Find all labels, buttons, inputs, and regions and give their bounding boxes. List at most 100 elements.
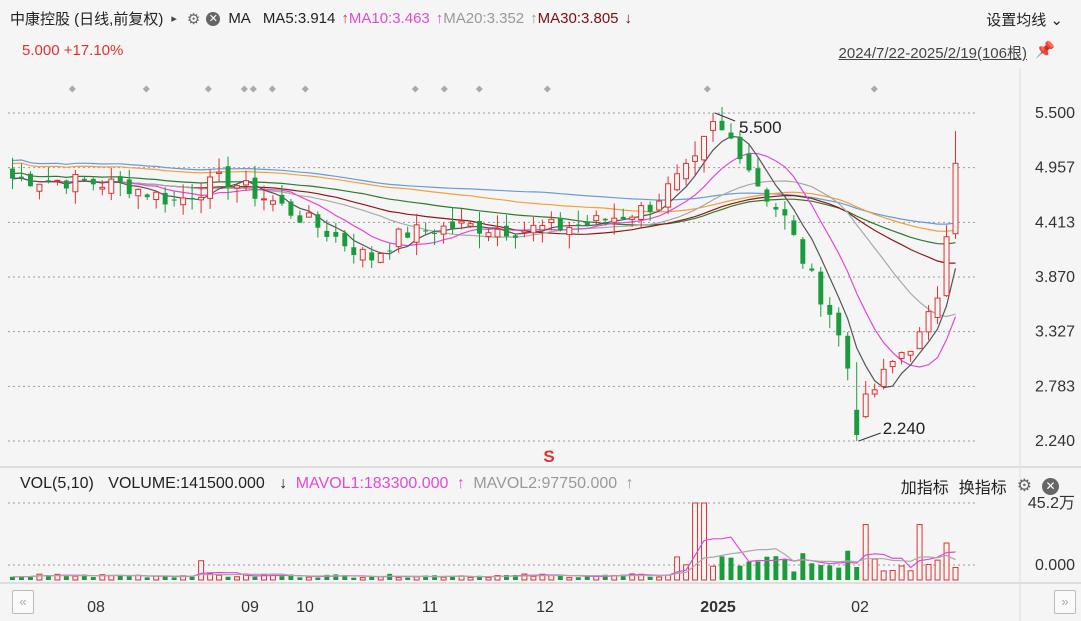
candle-body <box>584 221 590 226</box>
volume-bar <box>10 576 15 580</box>
candle-body <box>45 180 51 182</box>
volume-bar <box>907 570 914 581</box>
ma-settings-button[interactable]: 设置均线 ⌄ <box>986 9 1063 30</box>
candle-body <box>315 214 321 228</box>
candle-body <box>773 207 779 210</box>
event-marker <box>268 85 276 93</box>
candle-body <box>269 200 276 205</box>
volume-bar <box>405 577 411 580</box>
volume-bar <box>809 563 815 580</box>
volume-bar <box>925 564 932 581</box>
gear-icon[interactable]: ⚙ <box>1016 476 1032 495</box>
candle-body <box>81 178 87 181</box>
volume-bar <box>728 557 734 580</box>
candle-body <box>458 220 465 224</box>
date-range[interactable]: 2024/7/22-2025/2/19(106根) <box>838 45 1027 62</box>
volume-bar <box>260 574 267 581</box>
pin-icon[interactable]: 📌 <box>1035 42 1055 59</box>
volume-bar <box>126 576 132 580</box>
scroll-right-button[interactable]: » <box>1054 590 1076 614</box>
volume-bar <box>162 576 168 580</box>
volume-bar <box>279 576 285 580</box>
candle-body <box>710 121 716 131</box>
volume-bar <box>117 575 123 580</box>
volume-bar <box>719 556 725 580</box>
scroll-left-button[interactable]: « <box>12 590 34 614</box>
ma30-arrow: ↓ <box>624 10 633 27</box>
candle-body <box>440 225 447 235</box>
candle-body <box>880 368 887 387</box>
candle-body <box>665 183 672 208</box>
candle-body <box>279 194 285 204</box>
candle-body <box>413 224 420 243</box>
ma10-value: MA10:3.463 <box>348 10 430 27</box>
candle-body <box>450 221 456 229</box>
candle-body <box>395 228 402 248</box>
candle-body <box>162 192 168 205</box>
close-icon[interactable]: ✕ <box>206 11 221 26</box>
candle-body <box>692 155 699 162</box>
indicator-buttons: 加指标 换指标 ⚙ ✕ <box>901 474 1059 498</box>
candle-body <box>755 168 761 187</box>
vol-label: VOL(5,10) <box>20 475 94 492</box>
volume-bar <box>423 575 429 580</box>
volume-bar <box>305 576 312 581</box>
stock-title[interactable]: 中康控股 (日线,前复权) <box>10 11 164 28</box>
volume-bar <box>692 502 699 581</box>
candle-body <box>548 218 555 224</box>
x-tick-label: 11 <box>422 599 439 616</box>
volume-bar <box>45 575 51 580</box>
candle-body <box>342 232 348 247</box>
close-icon[interactable]: ✕ <box>1042 477 1059 495</box>
candle-body <box>216 171 223 175</box>
volume-bar <box>782 559 788 580</box>
volume-bar <box>63 576 69 580</box>
volume-bar <box>440 576 447 581</box>
candle-body <box>925 311 932 333</box>
volume-bar <box>818 565 824 580</box>
volume-bar <box>450 576 456 580</box>
volume-bar <box>171 577 177 580</box>
x-tick-label: 08 <box>87 599 105 616</box>
candle-body <box>288 201 294 216</box>
candle-body <box>225 166 231 188</box>
ma-long2-line <box>12 162 956 232</box>
candle-body <box>620 216 626 220</box>
volume-bar <box>198 560 205 581</box>
ma-label: MA <box>228 10 251 27</box>
volume-bar <box>934 559 941 581</box>
candle-body <box>377 252 384 263</box>
volume-bar <box>575 577 581 580</box>
ma20-arrow: ↑ <box>530 10 538 27</box>
switch-indicator-button[interactable]: 换指标 <box>958 480 1007 497</box>
title-arrow[interactable]: ▸ <box>171 13 177 25</box>
candle-body <box>647 204 653 212</box>
volume-bar <box>880 570 887 581</box>
candle-body <box>854 409 860 435</box>
candle-body <box>90 178 96 185</box>
volume-bar <box>503 574 509 580</box>
volume-bar <box>773 556 779 580</box>
x-tick-label: 2025 <box>700 599 736 616</box>
volume-bar <box>854 566 860 580</box>
volume-bar <box>871 558 878 581</box>
gear-icon[interactable]: ⚙ <box>186 10 201 28</box>
volume-bar <box>827 565 833 580</box>
volume-bar <box>333 574 339 580</box>
volume-bar <box>494 575 501 581</box>
ma10-line <box>12 152 957 368</box>
add-indicator-button[interactable]: 加指标 <box>900 480 949 497</box>
candle-body <box>521 230 528 233</box>
candle-body <box>791 220 797 235</box>
volume-bar <box>90 577 96 580</box>
event-marker <box>411 85 419 93</box>
volume-bar <box>521 573 528 581</box>
candle-body <box>539 224 546 231</box>
y-tick-label: 3.327 <box>1035 324 1075 341</box>
candle-body <box>180 197 187 206</box>
candle-body <box>934 297 941 318</box>
volume-bar <box>916 524 923 581</box>
volume-bar <box>189 576 195 580</box>
volume-bar <box>952 567 959 581</box>
